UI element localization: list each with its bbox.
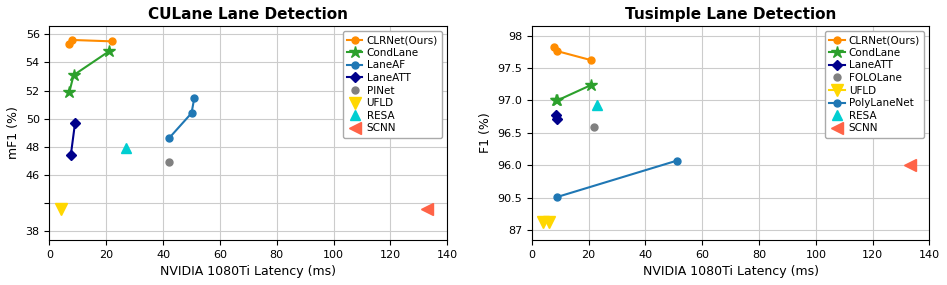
LaneATT <box>65 154 77 157</box>
CLRNet(Ours) <box>63 42 75 46</box>
UFLD <box>538 220 549 224</box>
X-axis label: NVIDIA 1080Ti Latency (ms): NVIDIA 1080Ti Latency (ms) <box>160 265 336 278</box>
Title: Tusimple Lane Detection: Tusimple Lane Detection <box>625 7 836 22</box>
CondLane <box>586 83 598 87</box>
UFLD <box>544 220 555 224</box>
CondLane <box>63 90 75 94</box>
LaneATT <box>69 121 80 125</box>
Line: CondLane: CondLane <box>63 45 116 98</box>
PolyLaneNet <box>552 195 563 199</box>
Line: UFLD: UFLD <box>538 216 554 227</box>
CLRNet(Ours) <box>106 40 117 43</box>
Line: LaneAF: LaneAF <box>166 94 198 142</box>
Y-axis label: mF1 (%): mF1 (%) <box>7 106 20 159</box>
LaneAF <box>163 137 174 140</box>
Line: LaneATT: LaneATT <box>67 119 79 159</box>
LaneATT <box>550 114 562 117</box>
LaneAF <box>186 111 197 115</box>
Line: LaneATT: LaneATT <box>552 112 561 123</box>
Title: CULane Lane Detection: CULane Lane Detection <box>149 7 348 22</box>
Legend: CLRNet(Ours), CondLane, LaneAF, LaneATT, PINet, UFLD, RESA, SCNN: CLRNet(Ours), CondLane, LaneAF, LaneATT,… <box>343 31 442 138</box>
Y-axis label: F1 (%): F1 (%) <box>478 113 491 153</box>
CondLane <box>68 74 80 77</box>
LaneAF <box>188 96 200 99</box>
CondLane <box>552 99 563 102</box>
CLRNet(Ours) <box>549 46 561 49</box>
CLRNet(Ours) <box>66 38 78 42</box>
Legend: CLRNet(Ours), CondLane, LaneATT, FOLOLane, UFLD, PolyLaneNet, RESA, SCNN: CLRNet(Ours), CondLane, LaneATT, FOLOLan… <box>825 31 924 138</box>
CondLane <box>103 50 115 53</box>
CLRNet(Ours) <box>552 50 563 53</box>
X-axis label: NVIDIA 1080Ti Latency (ms): NVIDIA 1080Ti Latency (ms) <box>643 265 818 278</box>
Line: CLRNet(Ours): CLRNet(Ours) <box>551 44 595 64</box>
CondLane <box>550 98 562 101</box>
LaneATT <box>552 117 563 121</box>
Line: CondLane: CondLane <box>549 79 598 107</box>
PolyLaneNet <box>671 159 683 162</box>
Line: CLRNet(Ours): CLRNet(Ours) <box>66 36 116 48</box>
Line: PolyLaneNet: PolyLaneNet <box>554 157 680 200</box>
CLRNet(Ours) <box>586 58 598 62</box>
